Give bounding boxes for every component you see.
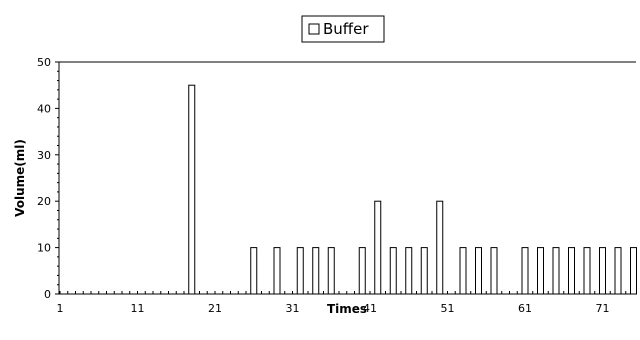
- bar: [273, 247, 281, 295]
- bar: [389, 247, 397, 295]
- x-tick-label: 21: [208, 302, 222, 315]
- bar: [552, 247, 560, 295]
- bar: [475, 247, 482, 295]
- x-axis-title: Times: [327, 302, 367, 316]
- bar: [327, 247, 335, 295]
- x-tick-label: 41: [363, 302, 377, 315]
- bar: [374, 200, 382, 295]
- bar: [521, 247, 529, 295]
- bar: [188, 84, 196, 295]
- x-tick-label: 11: [131, 302, 145, 315]
- legend: Buffer: [301, 15, 385, 43]
- bar: [490, 247, 498, 295]
- legend-swatch-buffer: [308, 23, 320, 35]
- bars-series-buffer: [188, 84, 637, 295]
- bar: [296, 247, 304, 295]
- y-axis-ticks: 0 10 20 30 40 50: [37, 56, 59, 301]
- bar: [630, 247, 637, 295]
- x-tick-label: 31: [286, 302, 300, 315]
- y-tick-label: 50: [37, 56, 51, 69]
- bar: [614, 247, 622, 295]
- bar: [599, 247, 606, 295]
- bar: [358, 247, 366, 295]
- bar: [583, 247, 591, 295]
- bar: [436, 200, 444, 295]
- x-tick-label: 71: [596, 302, 610, 315]
- y-tick-label: 20: [37, 195, 51, 208]
- bar: [420, 247, 428, 295]
- y-tick-label: 0: [44, 288, 51, 301]
- x-tick-label: 1: [57, 302, 64, 315]
- x-tick-label: 51: [441, 302, 455, 315]
- bar: [250, 247, 258, 295]
- bar: [537, 247, 544, 295]
- y-tick-label: 10: [37, 242, 51, 255]
- x-tick-label: 61: [518, 302, 532, 315]
- bar: [312, 247, 320, 295]
- bar: [568, 247, 575, 295]
- y-tick-label: 40: [37, 102, 51, 115]
- y-tick-label: 30: [37, 149, 51, 162]
- legend-label-buffer: Buffer: [323, 20, 369, 38]
- bar: [459, 247, 467, 295]
- bar: [405, 247, 413, 295]
- y-axis-title: Volume(ml): [13, 139, 27, 217]
